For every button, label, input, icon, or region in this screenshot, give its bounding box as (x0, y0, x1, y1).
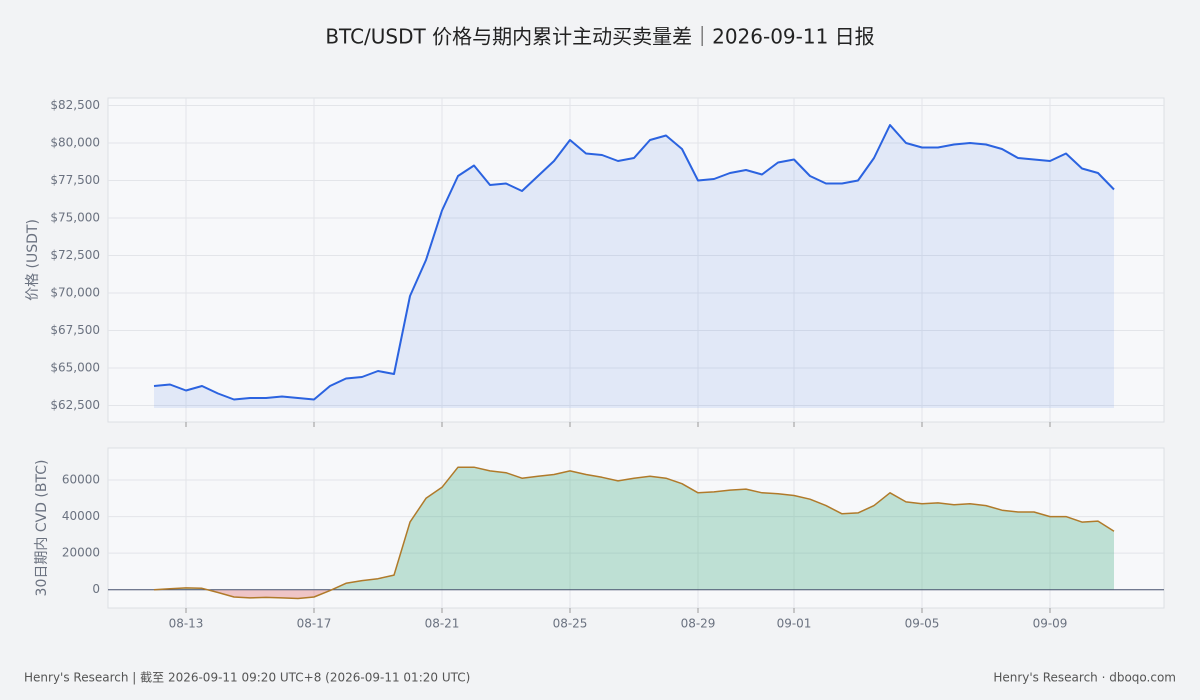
x-tick-label: 09-01 (777, 617, 812, 631)
y-tick-label: $65,000 (50, 361, 100, 375)
x-tick-label: 08-21 (425, 617, 460, 631)
cvd-area-positive (154, 467, 1114, 590)
y-tick-label: 20000 (62, 546, 100, 560)
price-line (153, 124, 1115, 401)
x-tick-label: 09-09 (1033, 617, 1068, 631)
footer-left: Henry's Research | 截至 2026-09-11 09:20 U… (24, 671, 470, 685)
x-tick-label: 08-29 (681, 617, 716, 631)
plot-area (107, 447, 1165, 609)
y-tick-label: $80,000 (50, 136, 100, 150)
y-tick-label: $70,000 (50, 286, 100, 300)
y-tick-label: $82,500 (50, 98, 100, 112)
y-tick-label: $62,500 (50, 398, 100, 412)
y-tick-label: $77,500 (50, 173, 100, 187)
x-tick-label: 08-13 (169, 617, 204, 631)
y-tick-label: $67,500 (50, 323, 100, 337)
x-tick-label: 08-25 (553, 617, 588, 631)
cvd-area-negative (207, 589, 332, 599)
cvd-line (153, 466, 1115, 600)
y-tick-label: $72,500 (50, 248, 100, 262)
x-tick-label: 08-17 (297, 617, 332, 631)
chart-title: BTC/USDT 价格与期内累计主动买卖量差｜2026-09-11 日报 (325, 25, 874, 49)
y-tick-label: $75,000 (50, 211, 100, 225)
x-tick-label: 09-05 (905, 617, 940, 631)
y-tick-label: 40000 (62, 509, 100, 523)
y-axis-title: 价格 (USDT) (25, 219, 41, 301)
y-tick-label: 60000 (62, 473, 100, 487)
y-tick-label: 0 (92, 582, 100, 596)
footer-right: Henry's Research · dboqo.com (993, 671, 1176, 685)
price-area (154, 125, 1114, 408)
y-axis-title: 30日期内 CVD (BTC) (34, 460, 50, 597)
